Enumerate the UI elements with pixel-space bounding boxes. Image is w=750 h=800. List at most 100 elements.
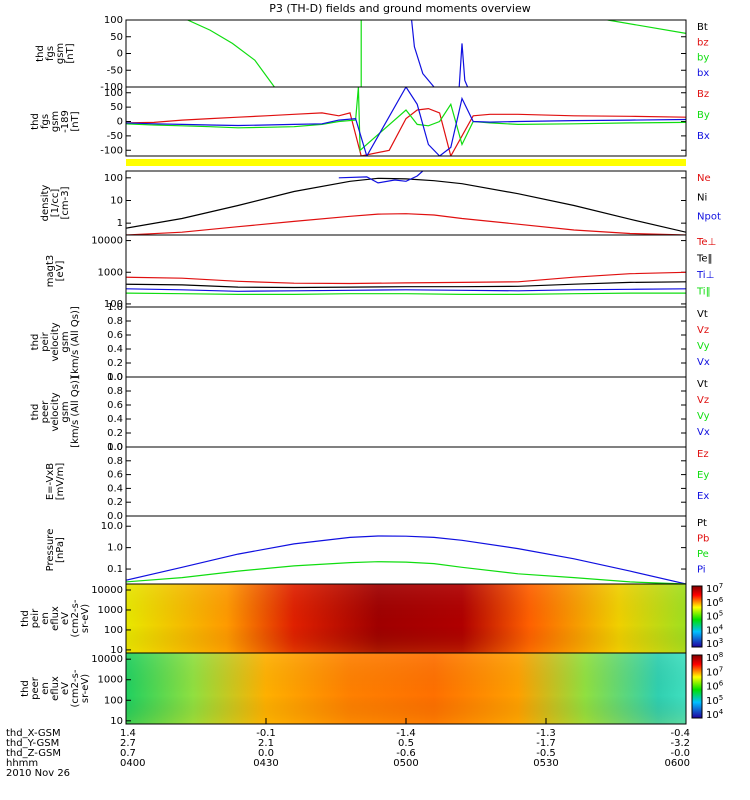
y-tick-label: 0.4 — [107, 483, 123, 494]
y-axis-label: thd — [20, 680, 31, 697]
y-tick-label: 10000 — [91, 585, 123, 596]
colorbar-tick-label: 104 — [706, 708, 724, 721]
x-axis-value: -0.1 — [256, 728, 276, 739]
y-axis-label: velocity — [50, 392, 61, 431]
legend-entry: Bt — [697, 22, 708, 33]
legend-entry: Bx — [697, 131, 710, 142]
x-axis-value: 0500 — [393, 758, 418, 769]
x-axis-value: -0.0 — [670, 748, 690, 759]
y-axis-label: E=-VxB — [45, 463, 56, 500]
colorbar-tick-label: 103 — [706, 637, 723, 650]
y-axis-label: gsm — [50, 111, 61, 132]
legend-entry: Pb — [697, 534, 709, 545]
y-axis-label: thd — [30, 334, 41, 351]
colorbar-tick-label: 105 — [706, 610, 723, 623]
y-tick-label: 0.0 — [107, 511, 123, 522]
colorbar-tick-exponent: 3 — [719, 637, 723, 645]
legend-entry: bz — [697, 37, 709, 48]
panel-peir_velocity: 1.0 0.8 0.6 0.4 0.2 0.0 thd peir velocity gsm [km/… — [30, 302, 710, 383]
y-tick-label: 1000 — [98, 675, 123, 686]
y-axis-label: fgs — [45, 46, 56, 61]
x-axis-value: 0.5 — [398, 738, 414, 749]
y-axis-label: [km/s (All Qs)] — [70, 376, 81, 448]
y-axis-label: Pressure — [45, 529, 56, 572]
x-axis-value: -1.3 — [536, 728, 556, 739]
y-tick-label: 100 — [104, 695, 123, 706]
y-tick-label: 0.2 — [107, 358, 123, 369]
y-tick-label: 10000 — [91, 236, 123, 247]
y-tick-label: 100 — [104, 299, 123, 310]
y-tick-label: 0.6 — [107, 470, 123, 481]
legend-entry: bx — [697, 68, 709, 79]
x-axis-value: 1.4 — [120, 728, 136, 739]
series-Pe — [126, 561, 686, 584]
x-axis-value: -0.6 — [396, 748, 416, 759]
y-axis-label: gsm — [55, 43, 66, 64]
panel-fgs_zoom: 100 50 0 -50 -100 thd fgs gsm -189 [nT] Bz By Bx — [30, 86, 710, 157]
x-axis-row-label: thd_Y-GSM — [6, 738, 59, 749]
y-tick-label: 0 — [117, 117, 123, 128]
legend-entry: Vy — [697, 341, 710, 352]
series-Pi — [126, 535, 686, 584]
y-tick-label: -50 — [107, 65, 123, 76]
x-axis-value: 0.7 — [120, 748, 136, 759]
series-Te‖ — [126, 281, 686, 289]
y-tick-label: 0.0 — [107, 442, 123, 453]
y-tick-label: 0 — [117, 49, 123, 60]
panel-peer_velocity: 1.0 0.8 0.6 0.4 0.2 0.0 thd peer velocity gsm [km/… — [30, 372, 710, 453]
colorbar-tick-exponent: 6 — [719, 680, 724, 688]
y-tick-label: 0.0 — [107, 372, 123, 383]
y-axis-label: eV — [60, 682, 71, 695]
y-axis-label: eV — [60, 612, 71, 625]
x-axis-value: -1.4 — [396, 728, 416, 739]
y-tick-label: 50 — [110, 102, 123, 113]
y-axis-label: [nT] — [65, 43, 76, 63]
x-axis-value: 0430 — [253, 758, 278, 769]
legend-entry: Te‖ — [696, 254, 713, 265]
colorbar-tick-label: 105 — [706, 694, 723, 707]
x-axis-value: 2.7 — [120, 738, 136, 749]
y-axis-label: [mV/m] — [55, 463, 66, 501]
x-axis-value: 0530 — [533, 758, 558, 769]
y-axis-label: (cm2-s- — [70, 669, 81, 707]
y-tick-label: 1000 — [98, 267, 123, 278]
x-axis-value: 0600 — [665, 758, 690, 769]
y-axis-label: [nPa] — [55, 537, 66, 563]
series-Ti⊥ — [126, 288, 686, 292]
legend-entry: Ez — [697, 449, 709, 460]
colorbar-tick-label: 107 — [706, 665, 723, 678]
colorbar-tick-exponent: 4 — [719, 708, 724, 716]
y-axis-label: sr-eV) — [80, 674, 91, 703]
spectrogram-overlay — [126, 653, 686, 724]
colorbar-tick-label: 106 — [706, 680, 724, 693]
y-tick-label: 0.2 — [107, 497, 123, 508]
y-tick-label: 100 — [104, 625, 123, 636]
legend-entry: Ti‖ — [696, 287, 711, 298]
y-axis-label: thd — [30, 113, 41, 130]
series-Ni — [126, 177, 686, 233]
legend-entry: Vy — [697, 411, 710, 422]
y-tick-label: 0.6 — [107, 400, 123, 411]
colorbar-gradient — [691, 585, 703, 648]
y-tick-label: 1.0 — [107, 302, 123, 313]
y-axis-label: sr-eV) — [80, 604, 91, 633]
y-axis-label: [km/s (All Qs)] — [70, 306, 81, 378]
colorbar-tick-label: 106 — [706, 596, 724, 609]
colorbar-tick-exponent: 5 — [719, 694, 723, 702]
figure-title: P3 (TH-D) fields and ground moments over… — [269, 2, 531, 15]
colorbar-tick-exponent: 5 — [719, 610, 723, 618]
y-tick-label: 100 — [104, 88, 123, 99]
series-By — [126, 87, 686, 152]
y-tick-label: 10 — [110, 645, 123, 656]
y-axis-label: thd — [20, 610, 31, 627]
legend-entry: by — [697, 53, 709, 64]
panel-efield: 1.0 0.8 0.6 0.4 0.2 0.0 E=-VxB [mV/m] Ez Ey Ex — [45, 442, 709, 522]
y-tick-label: 0.4 — [107, 344, 123, 355]
y-tick-label: 0.8 — [107, 316, 123, 327]
y-axis-label: thd — [30, 404, 41, 421]
legend-entry: Ex — [697, 491, 709, 502]
legend-entry: Te⊥ — [696, 237, 716, 248]
yellow-band — [126, 159, 686, 166]
